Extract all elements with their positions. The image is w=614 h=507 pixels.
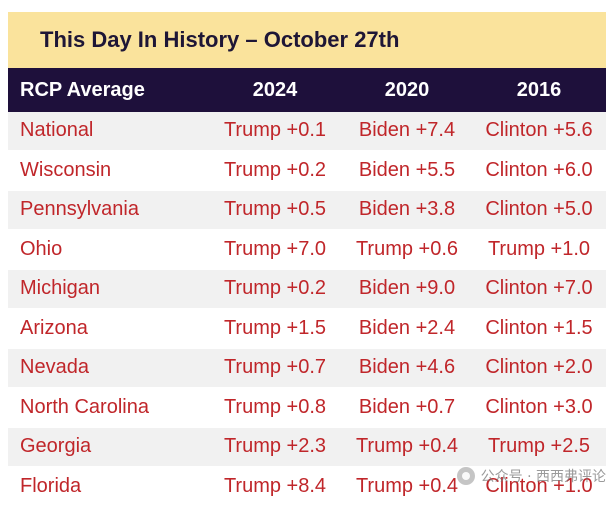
table-title: This Day In History – October 27th [8, 12, 606, 68]
state-cell: Pennsylvania [8, 191, 208, 231]
state-cell: National [8, 112, 208, 152]
state-cell: Wisconsin [8, 152, 208, 192]
header-row: RCP Average 2024 2020 2016 [8, 68, 606, 112]
result-2016-cell: Clinton +2.0 [472, 349, 606, 389]
result-2016-cell: Clinton +5.0 [472, 191, 606, 231]
state-cell: North Carolina [8, 389, 208, 429]
state-cell: Georgia [8, 428, 208, 468]
result-2016-cell: Clinton +5.6 [472, 112, 606, 152]
state-cell: Nevada [8, 349, 208, 389]
result-2024-cell: Trump +0.5 [208, 191, 342, 231]
result-2016-cell: Trump +2.5 [472, 428, 606, 468]
result-2024-cell: Trump +0.7 [208, 349, 342, 389]
state-cell: Florida [8, 468, 208, 507]
result-2024-cell: Trump +1.5 [208, 310, 342, 350]
result-2016-cell: Clinton +3.0 [472, 389, 606, 429]
result-2024-cell: Trump +2.3 [208, 428, 342, 468]
result-2024-cell: Trump +8.4 [208, 468, 342, 507]
header-year-2020: 2020 [342, 68, 472, 112]
result-2016-cell: Clinton +1.5 [472, 310, 606, 350]
watermark: 公众号 · 西西弗评论 [457, 466, 606, 486]
result-2020-cell: Biden +2.4 [342, 310, 472, 350]
result-2016-cell: Clinton +7.0 [472, 270, 606, 310]
result-2020-cell: Biden +3.8 [342, 191, 472, 231]
result-2020-cell: Trump +0.4 [342, 468, 472, 507]
state-cell: Arizona [8, 310, 208, 350]
history-table-card: This Day In History – October 27th RCP A… [8, 12, 606, 500]
result-2024-cell: Trump +0.2 [208, 270, 342, 310]
result-2016-cell: Trump +1.0 [472, 231, 606, 271]
result-2020-cell: Trump +0.6 [342, 231, 472, 271]
result-2020-cell: Trump +0.4 [342, 428, 472, 468]
state-cell: Ohio [8, 231, 208, 271]
result-2020-cell: Biden +4.6 [342, 349, 472, 389]
result-2020-cell: Biden +7.4 [342, 112, 472, 152]
watermark-text: 公众号 · 西西弗评论 [481, 466, 606, 486]
result-2024-cell: Trump +0.2 [208, 152, 342, 192]
header-year-2024: 2024 [208, 68, 342, 112]
header-label: RCP Average [8, 68, 208, 112]
result-2016-cell: Clinton +6.0 [472, 152, 606, 192]
state-cell: Michigan [8, 270, 208, 310]
header-year-2016: 2016 [472, 68, 606, 112]
result-2024-cell: Trump +0.8 [208, 389, 342, 429]
result-2024-cell: Trump +7.0 [208, 231, 342, 271]
result-2020-cell: Biden +9.0 [342, 270, 472, 310]
wechat-icon [457, 467, 475, 485]
result-2020-cell: Biden +5.5 [342, 152, 472, 192]
result-2024-cell: Trump +0.1 [208, 112, 342, 152]
result-2020-cell: Biden +0.7 [342, 389, 472, 429]
